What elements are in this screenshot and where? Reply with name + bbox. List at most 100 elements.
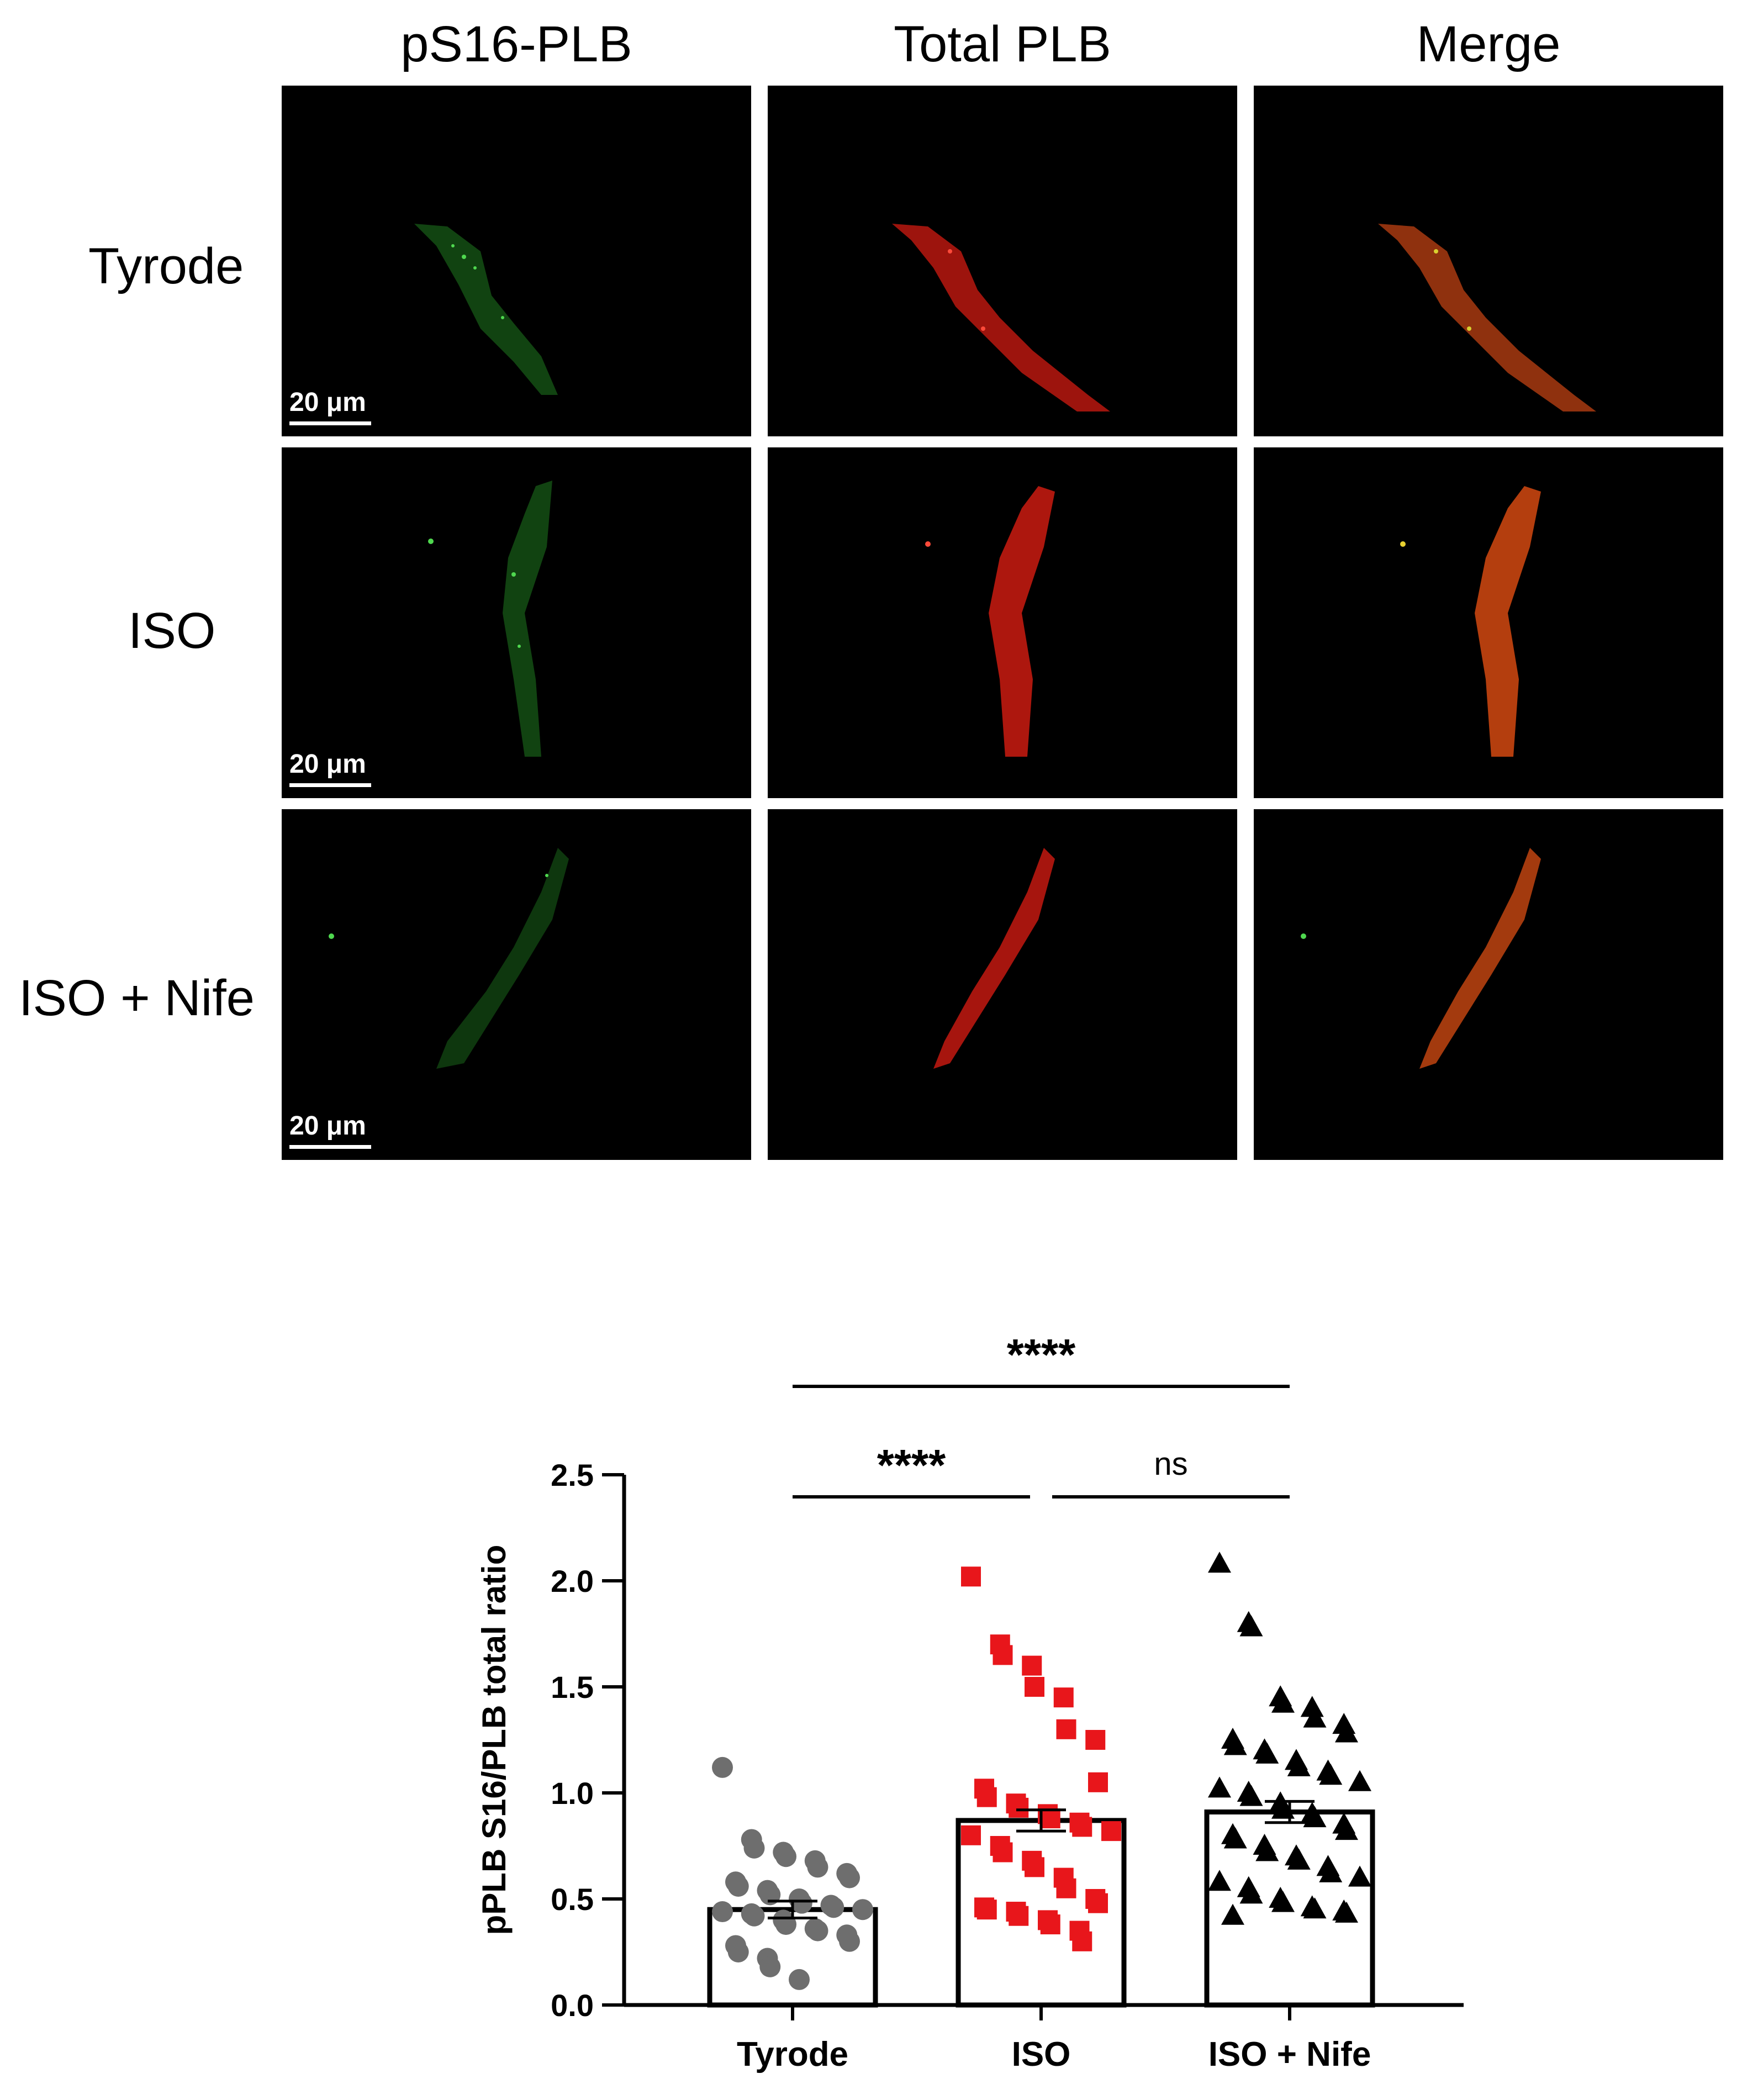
micrograph-iso-nife-merge (1254, 809, 1723, 1160)
data-point (1335, 1721, 1358, 1743)
micrograph-tyrode-total (768, 86, 1237, 436)
cell-image-iso-nife-merge (1301, 848, 1541, 1069)
data-point (1319, 1764, 1343, 1785)
column-header-total-plb: Total PLB (894, 16, 1111, 72)
micrograph-iso-nife-total (768, 809, 1237, 1160)
data-point (852, 1899, 873, 1920)
data-point (1303, 1706, 1327, 1728)
data-point (839, 1930, 860, 1952)
data-point (961, 1566, 981, 1587)
data-point (727, 1941, 749, 1962)
x-tick-label: Tyrode (737, 2035, 848, 2073)
data-point (1223, 1827, 1247, 1849)
data-point (1335, 1819, 1358, 1840)
data-point (823, 1897, 844, 1918)
data-point (1303, 1897, 1327, 1919)
row-label-iso-nife: ISO + Nife (19, 970, 255, 1026)
data-point (1053, 1687, 1074, 1708)
data-point (789, 1969, 810, 1990)
cell-image-tyrode-merge (1378, 224, 1596, 411)
data-point (1287, 1755, 1311, 1776)
scale-bar-tyrode: 20 μm (289, 389, 371, 425)
data-point (712, 1901, 733, 1923)
scale-bar-line (289, 421, 371, 425)
data-point (1348, 1865, 1371, 1887)
y-tick-label: 0.5 (551, 1882, 594, 1917)
data-point (1221, 1903, 1244, 1925)
data-point (993, 1842, 1013, 1862)
micrograph-tyrode-merge (1254, 86, 1723, 436)
data-point (743, 1905, 765, 1927)
data-point (807, 1920, 828, 1941)
data-point (1056, 1878, 1076, 1898)
data-point (727, 1875, 749, 1897)
row-label-tyrode: Tyrode (88, 238, 244, 294)
data-point (1319, 1861, 1343, 1882)
scale-bar-label: 20 μm (289, 750, 366, 779)
data-point (807, 1856, 828, 1878)
data-point (1239, 1615, 1263, 1637)
data-point (1056, 1719, 1076, 1739)
y-tick-label: 1.5 (551, 1670, 594, 1705)
cell-image-iso-green (428, 481, 552, 757)
data-point (1085, 1730, 1106, 1750)
cell-image-iso-red (925, 486, 1055, 757)
micrograph-iso-ps16: 20 μm (282, 447, 751, 798)
data-point (1223, 1734, 1247, 1755)
y-tick-label: 0.0 (551, 1988, 594, 2023)
y-axis-label: pPLB S16/PLB total ratio (476, 1545, 513, 1935)
data-point (1040, 1808, 1060, 1829)
data-point (1208, 1870, 1231, 1891)
data-point (1208, 1776, 1231, 1798)
data-point (1025, 1857, 1044, 1877)
data-point (1088, 1893, 1108, 1913)
data-point (1300, 1696, 1324, 1717)
data-point (1271, 1691, 1295, 1713)
data-point (976, 1787, 997, 1807)
y-tick-label: 2.0 (551, 1564, 594, 1598)
cell-image-tyrode-green (414, 224, 558, 395)
significance-label: **** (877, 1441, 946, 1490)
micrograph-tyrode-ps16: 20 μm (282, 86, 751, 436)
data-point (1025, 1677, 1044, 1697)
cell-image-iso-nife-red (933, 848, 1055, 1069)
data-point (1255, 1742, 1279, 1764)
ratio-bar-chart: pPLB S16/PLB total ratio 0.0 0.5 1.0 1.5 2.0… (476, 1330, 1464, 2073)
y-tick-label: 2.5 (551, 1458, 594, 1492)
significance-label: ns (1154, 1446, 1187, 1482)
data-point (993, 1645, 1013, 1665)
micrograph-iso-merge (1254, 447, 1723, 798)
data-point (1287, 1848, 1311, 1870)
y-tick-label: 1.0 (551, 1776, 594, 1811)
data-point (1239, 1882, 1263, 1904)
data-point (839, 1867, 860, 1888)
cell-image-tyrode-red (892, 224, 1110, 411)
scale-bar-line (289, 783, 371, 787)
data-point (791, 1892, 812, 1914)
cell-image-iso-nife-green (329, 848, 569, 1069)
data-point (1009, 1797, 1029, 1818)
data-point (1040, 1914, 1060, 1935)
data-point (1335, 1901, 1358, 1923)
scale-bar-line (289, 1145, 371, 1149)
significance-label: **** (1007, 1330, 1076, 1379)
data-point (1271, 1891, 1295, 1912)
data-point (1208, 1552, 1231, 1573)
data-point (712, 1756, 733, 1778)
data-point (1088, 1772, 1108, 1792)
data-point (1009, 1906, 1029, 1926)
data-point (1072, 1931, 1092, 1951)
data-point (775, 1846, 796, 1867)
x-tick-label: ISO (1012, 2035, 1071, 2073)
data-point (1348, 1770, 1371, 1791)
data-point (1022, 1655, 1042, 1676)
data-point (1072, 1817, 1092, 1837)
column-header-merge: Merge (1416, 16, 1561, 72)
data-point (1239, 1785, 1263, 1806)
data-point (1101, 1821, 1121, 1842)
scale-bar-iso-nife: 20 μm (289, 1113, 371, 1149)
data-point (759, 1956, 781, 1977)
scale-bar-label: 20 μm (289, 388, 366, 417)
data-point (976, 1900, 997, 1920)
scale-bar-iso: 20 μm (289, 751, 371, 787)
